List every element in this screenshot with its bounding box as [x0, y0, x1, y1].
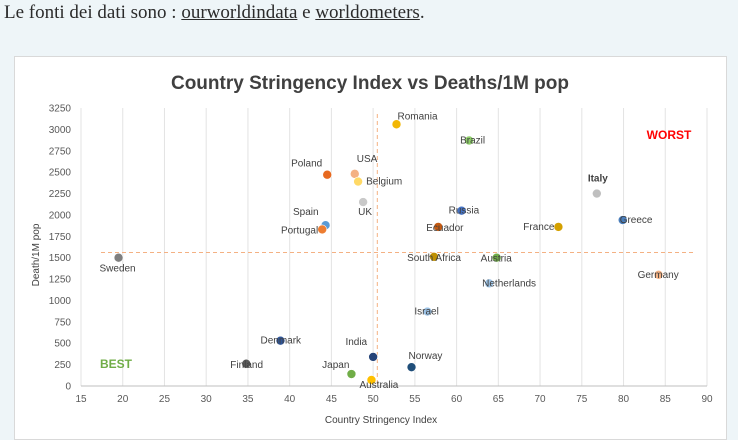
- point-sweden: [113, 252, 124, 263]
- point-belgium: [353, 176, 363, 187]
- x-tick-label: 35: [242, 394, 254, 405]
- y-tick-label: 0: [65, 382, 71, 393]
- x-tick-label: 60: [451, 394, 463, 405]
- x-axis-title: Country Stringency Index: [325, 415, 437, 426]
- x-tick-label: 25: [159, 394, 171, 405]
- point-finland: [241, 358, 252, 369]
- x-tick-label: 15: [75, 394, 87, 405]
- y-tick-label: 2750: [49, 146, 72, 157]
- y-tick-label: 500: [54, 339, 71, 350]
- point-label-finland: Finland: [230, 360, 263, 371]
- point-denmark: [275, 335, 286, 346]
- point-label-italy: Italy: [588, 174, 608, 185]
- point-russia: [456, 205, 467, 216]
- point-label-netherlands: Netherlands: [482, 278, 536, 289]
- y-tick-label: 2000: [49, 210, 72, 221]
- reference-lines: [101, 114, 695, 386]
- x-tick-label: 85: [660, 394, 672, 405]
- worst-label: WORST: [647, 128, 692, 142]
- best-label: BEST: [100, 357, 133, 371]
- point-label-brazil: Brazil: [460, 136, 485, 147]
- x-tick-label: 90: [701, 394, 713, 405]
- point-italy: [592, 188, 602, 199]
- worldometers-link[interactable]: worldometers: [315, 2, 420, 23]
- point-label-uk: UK: [358, 207, 372, 218]
- point-brazil: [464, 135, 474, 146]
- y-tick-label: 2500: [49, 168, 72, 179]
- grid-lines: [80, 108, 708, 387]
- y-tick-label: 3250: [49, 104, 72, 115]
- point-norway: [406, 362, 417, 372]
- point-label-romania: Romania: [398, 111, 438, 122]
- x-tick-label: 45: [326, 394, 338, 405]
- x-tick-labels: 15 20 25 30 35 40 45 50 55 60 65 70 75 80 85 90: [75, 394, 713, 405]
- point-germany: [653, 270, 664, 280]
- point-france: [553, 222, 564, 232]
- point-label-south-africa: South Africa: [407, 253, 461, 264]
- point-label-sweden: Sweden: [99, 264, 135, 275]
- point-label-israel: Israel: [414, 307, 438, 318]
- x-tick-label: 55: [409, 394, 421, 405]
- point-label-denmark: Denmark: [260, 336, 302, 347]
- point-label-greece: Greece: [620, 215, 653, 226]
- point-label-australia: Australia: [359, 380, 398, 391]
- y-tick-label: 1250: [49, 275, 72, 286]
- point-label-poland: Poland: [291, 159, 322, 170]
- intro-prefix: Le fonti dei dati sono :: [4, 2, 182, 23]
- point-israel: [422, 306, 433, 317]
- scatter-chart: Country Stringency Index vs Deaths/1M po…: [31, 73, 713, 426]
- point-label-ecuador: Ecuador: [426, 223, 464, 234]
- point-label-france: France: [523, 222, 555, 233]
- point-label-india: India: [345, 337, 367, 348]
- point-label-portugal: Portugal: [281, 225, 318, 236]
- point-australia: [366, 375, 377, 385]
- point-uk: [358, 197, 368, 207]
- point-poland: [322, 169, 333, 180]
- intro-suffix: .: [419, 2, 425, 23]
- y-tick-labels: 0 250 500 750 1000 1250 1500 1750 2000 2250 2500 27…: [49, 104, 72, 393]
- point-romania: [391, 119, 402, 130]
- point-label-russia: Russia: [449, 206, 480, 217]
- chart-title: Country Stringency Index vs Deaths/1M po…: [171, 73, 569, 94]
- point-label-belgium: Belgium: [366, 177, 402, 188]
- x-tick-label: 50: [368, 394, 380, 405]
- y-tick-label: 1500: [49, 253, 72, 264]
- y-tick-label: 3000: [49, 125, 72, 136]
- x-tick-label: 30: [201, 394, 213, 405]
- point-label-germany: Germany: [638, 270, 679, 281]
- y-axis-title: Death/1M pop: [31, 223, 42, 286]
- point-label-japan: Japan: [322, 360, 349, 371]
- point-austria: [491, 252, 502, 263]
- x-tick-label: 70: [535, 394, 547, 405]
- y-tick-label: 1750: [49, 232, 72, 243]
- point-japan: [346, 369, 357, 379]
- y-tick-label: 250: [54, 360, 71, 371]
- x-tick-label: 75: [576, 394, 588, 405]
- point-south-africa: [429, 252, 439, 262]
- x-tick-label: 65: [493, 394, 505, 405]
- point-label-usa: USA: [357, 154, 378, 165]
- point-greece: [617, 215, 628, 225]
- point-india: [368, 352, 378, 362]
- data-points: [113, 119, 664, 385]
- x-tick-label: 80: [618, 394, 630, 405]
- intro-middle: e: [297, 2, 316, 23]
- y-tick-label: 2250: [49, 189, 72, 200]
- x-tick-label: 40: [284, 394, 296, 405]
- ourworldindata-link[interactable]: ourworldindata: [181, 2, 298, 23]
- point-label-spain: Spain: [293, 207, 319, 218]
- point-ecuador: [433, 222, 444, 232]
- x-tick-label: 20: [117, 394, 129, 405]
- y-tick-label: 750: [54, 317, 71, 328]
- intro-text: Le fonti dei dati sono : ourworldindata …: [4, 2, 425, 24]
- point-labels: Romania Brazil Poland USA Belgium Italy UK Spai…: [99, 111, 678, 391]
- point-label-austria: Austria: [481, 254, 513, 265]
- y-tick-label: 1000: [49, 296, 72, 307]
- point-label-norway: Norway: [409, 351, 443, 362]
- point-portugal: [317, 224, 328, 235]
- point-netherlands: [484, 278, 494, 289]
- scatter-chart-card: Country Stringency Index vs Deaths/1M po…: [14, 56, 727, 440]
